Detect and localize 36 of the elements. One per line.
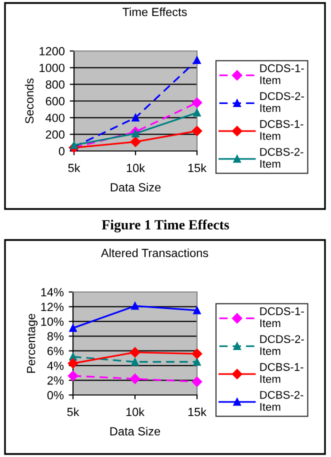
- y-tick-label: 800: [46, 80, 65, 89]
- legend-label: DCDS-2-Item: [260, 335, 304, 356]
- legend-label: DCBS-1-Item: [260, 120, 304, 140]
- legend-label: DCBS-2-Item: [260, 148, 304, 168]
- y-tick-label: 0%: [47, 391, 64, 400]
- y-tick-label: 12%: [41, 302, 64, 312]
- y-axis-title: Percentage: [26, 314, 38, 373]
- x-axis-title: Data Size: [110, 182, 161, 192]
- x-tick-label: 15k: [188, 408, 207, 416]
- y-tick-label: 4%: [47, 362, 64, 370]
- y-tick-label: 2%: [48, 376, 64, 385]
- x-tick-label: 5k: [67, 408, 80, 416]
- y-tick-label: 1000: [40, 64, 65, 72]
- y-axis-title: Seconds: [24, 78, 34, 124]
- y-tick-label: 8%: [47, 332, 64, 341]
- caption: Figure 1 Time Effects: [102, 220, 230, 232]
- y-tick-label: 10%: [41, 317, 64, 326]
- legend-label: DCBS-1-Item: [260, 363, 304, 383]
- legend-label: DCDS-1-Item: [260, 64, 304, 84]
- legend-label: DCBS-2-Item: [260, 390, 304, 411]
- y-tick-label: 1200: [40, 47, 65, 56]
- y-tick-label: 0: [58, 147, 65, 156]
- x-tick-label: 10k: [126, 408, 145, 416]
- legend-label: DCDS-1-Item: [260, 307, 304, 328]
- y-tick-label: 600: [46, 97, 65, 106]
- chart-title: Altered Transactions: [100, 248, 208, 258]
- legend-label: DCDS-2-Item: [260, 92, 304, 112]
- chart-title: Time Effects: [122, 8, 187, 16]
- y-tick-label: 200: [46, 130, 65, 139]
- x-tick-label: 15k: [188, 164, 207, 172]
- x-tick-label: 10k: [126, 164, 146, 172]
- y-tick-label: 400: [46, 114, 65, 122]
- y-tick-label: 6%: [48, 346, 64, 356]
- y-tick-label: 14%: [41, 288, 64, 296]
- x-tick-label: 5k: [68, 164, 80, 172]
- x-axis-title: Data Size: [110, 426, 160, 436]
